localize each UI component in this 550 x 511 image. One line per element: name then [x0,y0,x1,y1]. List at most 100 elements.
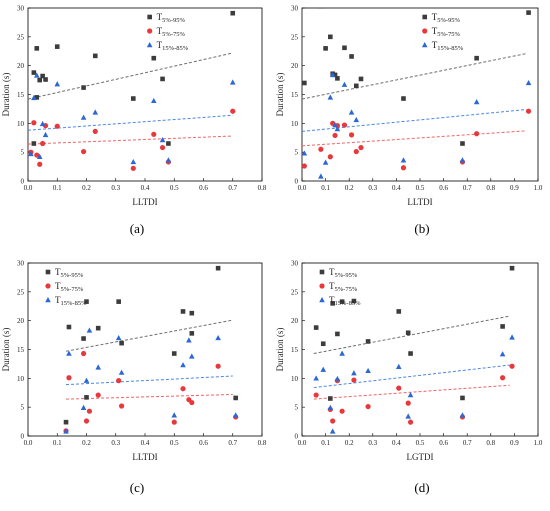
data-point-series-3 [302,150,308,156]
trend-line-3 [28,114,233,131]
data-point-series-3 [80,114,87,120]
data-point-series-2 [396,385,402,391]
plot-data [302,8,532,179]
data-point-series-1 [34,95,40,100]
data-point-series-3 [159,137,166,143]
data-point-series-2 [31,120,37,126]
legend-marker-2 [45,283,51,289]
data-point-series-3 [329,428,336,434]
data-point-series-1 [66,324,72,330]
data-point-series-2 [130,165,136,171]
x-tick-label: 0.2 [82,439,91,447]
data-point-series-1 [353,83,359,89]
data-point-series-2 [95,392,101,398]
y-tick-label: 25 [17,288,25,296]
data-point-series-3 [327,404,334,410]
data-point-series-3 [499,351,506,357]
data-point-series-3 [400,157,407,163]
y-tick-label: 0 [295,178,299,186]
x-tick-label: 0.1 [321,184,330,192]
data-point-series-2 [339,408,345,414]
data-point-series-2 [351,377,357,383]
data-point-series-3 [334,375,341,382]
data-point-series-3 [232,412,239,418]
data-point-series-3 [322,159,329,165]
data-point-series-3 [353,116,360,123]
y-axis-label: Duration (s) [275,73,285,117]
chart-panel-2: 0.0 0.1 0.2 0.3 0.4 0.5 0.6 0.7 0.8 0.9 1.0 0 5 10 15 2… [275,5,543,237]
data-point-series-1 [365,339,371,344]
y-axis-label: Duration (s) [275,328,285,372]
x-tick-label: 0.5 [416,439,425,447]
x-tick-label: 0.7 [463,184,472,192]
data-point-series-3 [365,367,371,374]
data-point-series-1 [460,395,465,401]
data-point-series-3 [509,334,515,340]
x-tick-label: 0.0 [298,184,307,192]
data-point-series-1 [330,301,335,306]
chart-panel-3: 0.0 0.1 0.2 0.3 0.4 0.5 0.6 0.7 0.8 0 5 10 15 20 25 30 L… [1,260,267,496]
chart-panel-1: 0.0 0.1 0.2 0.3 0.4 0.5 0.6 0.7 0.8 0 5 10 15 20 25 30 L… [1,5,267,237]
data-point-series-2 [92,128,98,135]
data-point-series-2 [400,165,407,171]
data-point-series-3 [313,375,319,381]
trend-line-2 [66,393,233,400]
data-point-series-1 [131,96,136,101]
data-point-series-3 [33,72,40,78]
y-tick-label: 20 [17,317,25,325]
data-point-series-2 [119,403,125,409]
data-point-series-1 [401,96,406,101]
x-tick-label: 0.2 [345,439,354,447]
x-tick-label: 0.4 [392,184,401,192]
legend-marker-3 [45,297,51,303]
data-point-series-3 [83,377,90,383]
data-point-series-2 [348,132,355,138]
trend-line-3 [65,375,233,386]
x-tick-label: 0.2 [345,184,354,192]
data-point-series-2 [330,418,336,424]
y-tick-label: 0 [21,433,25,441]
data-point-series-1 [320,341,326,347]
x-tick-label: 0.7 [228,184,237,192]
data-point-series-1 [335,76,340,81]
data-point-series-1 [81,336,86,341]
data-point-series-2 [358,144,364,151]
data-point-series-3 [395,363,402,369]
data-point-series-1 [233,395,238,401]
data-point-series-3 [525,79,532,86]
x-tick-label: 0.3 [368,439,377,447]
data-point-series-1 [328,396,333,401]
data-point-series-3 [348,109,355,115]
data-point-series-1 [349,54,354,59]
data-point-series-3 [54,81,61,87]
y-tick-label: 5 [295,149,299,157]
y-tick-label: 5 [21,404,25,412]
x-tick-label: 0.3 [111,184,120,192]
legend-label-1: T5%-95% [432,12,461,24]
legend-marker-1 [147,14,152,20]
legend-marker-2 [422,28,428,34]
x-tick-label: 0.4 [392,439,401,447]
x-tick-label: 0.3 [368,184,377,192]
data-point-series-1 [166,141,171,146]
x-tick-label: 0.6 [199,439,208,447]
data-point-series-3 [329,71,336,78]
y-tick-label: 30 [291,5,299,13]
data-point-series-2 [83,418,90,424]
data-point-series-3 [215,334,221,341]
plot-data [313,265,515,434]
data-point-series-3 [115,334,122,341]
data-point-series-2 [159,144,166,151]
x-tick-label: 0.8 [486,439,495,447]
panel-label: (d) [414,480,429,495]
y-tick-label: 30 [17,260,25,268]
data-point-series-3 [165,157,172,163]
legend-label-3: T15%-85% [329,295,361,307]
data-point-series-3 [118,369,125,375]
x-tick-label: 1.0 [534,439,543,447]
data-point-series-2 [407,419,414,425]
x-tick-label: 1.0 [534,184,543,192]
data-point-series-3 [80,404,87,410]
x-tick-label: 0.6 [439,184,448,192]
